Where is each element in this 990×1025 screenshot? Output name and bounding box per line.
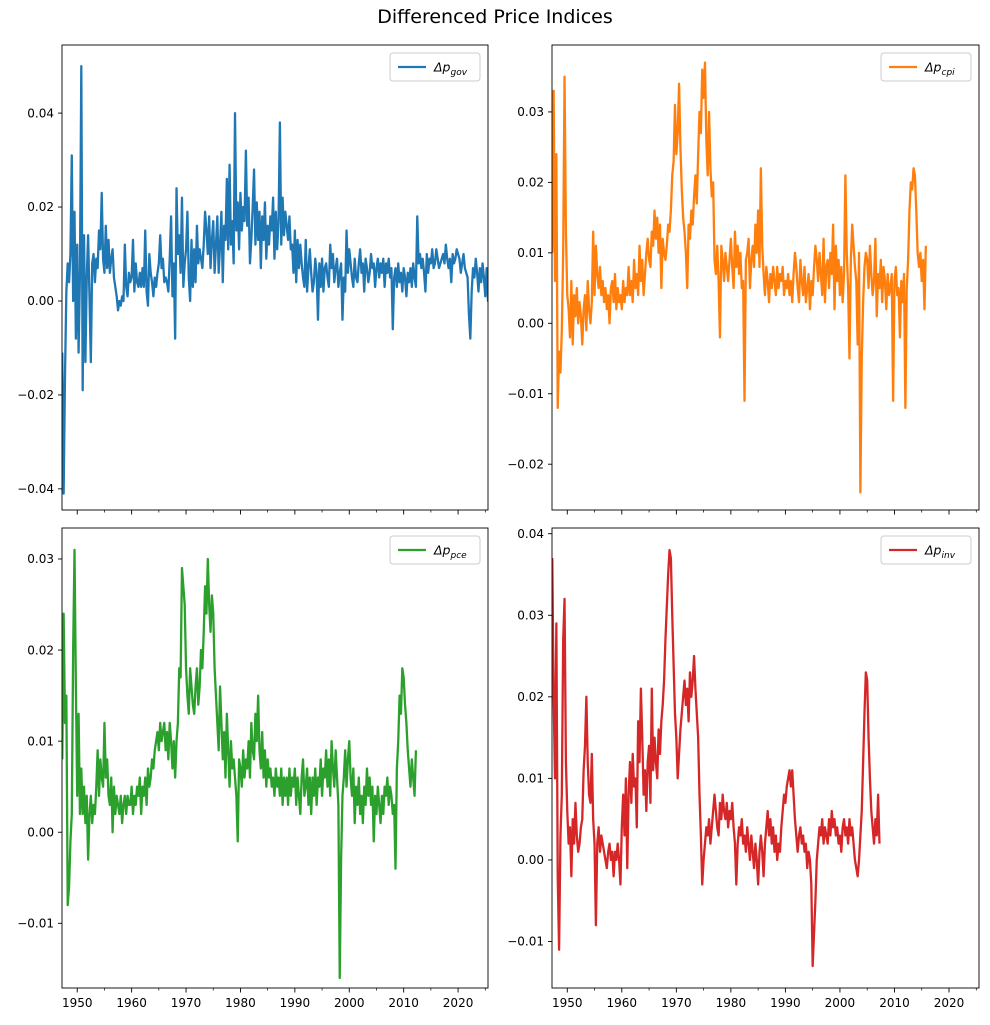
x-tick-label: 2000	[825, 996, 856, 1010]
legend-label: Δpinv	[924, 543, 956, 562]
y-tick-label: −0.04	[17, 482, 54, 496]
subplot-bottom-left: −0.01 0.00 0.01 0.02 0.03 1950 1960 1970 1980 199…	[17, 527, 489, 1010]
y-tick-label: 0.04	[517, 527, 544, 541]
legend-label: Δppce	[433, 543, 467, 562]
axes-frame	[61, 44, 489, 511]
x-tick-label: 1950	[552, 996, 583, 1010]
series-line-pce-0	[62, 548, 418, 980]
legend: Δpinv	[880, 535, 972, 565]
x-tick-label: 1980	[225, 996, 256, 1010]
y-tick-label: 0.01	[27, 734, 54, 748]
figure-title: Differenced Price Indices	[377, 6, 613, 28]
y-tick-label: 0.01	[517, 246, 544, 260]
x-tick-label: 1960	[116, 996, 147, 1010]
y-tick-label: −0.01	[507, 387, 544, 401]
y-tick-label: 0.01	[517, 772, 544, 786]
y-tick-label: 0.02	[27, 643, 54, 657]
subplot-bottom-right: −0.01 0.00 0.01 0.02 0.03 0.04 1950 1960 1970 198…	[507, 527, 980, 1010]
legend: Δppce	[389, 535, 481, 565]
x-tick-label: 2020	[443, 996, 474, 1010]
x-tick-label: 1990	[280, 996, 311, 1010]
legend-box	[880, 52, 972, 82]
x-tick-label: 1970	[661, 996, 692, 1010]
x-tick-label: 2010	[388, 996, 419, 1010]
legend-box	[389, 52, 481, 82]
subplot-top-right: −0.02 −0.01 0.00 0.01 0.02 0.03 Δpcpi	[507, 44, 980, 515]
x-tick-label: 1960	[607, 996, 638, 1010]
series-line-inv-0	[552, 548, 881, 968]
x-tick-label: 2000	[334, 996, 365, 1010]
legend-box	[880, 535, 972, 565]
x-tick-label: 2020	[934, 996, 965, 1010]
y-tick-label: 0.03	[517, 608, 544, 622]
x-tick-label: 2010	[879, 996, 910, 1010]
legend: Δpgov	[389, 52, 481, 82]
y-tick-label: 0.00	[517, 853, 544, 867]
axes-frame	[551, 527, 980, 989]
y-tick-label: −0.02	[507, 457, 544, 471]
x-tick-label: 1970	[171, 996, 202, 1010]
y-tick-label: 0.00	[517, 316, 544, 330]
legend: Δpcpi	[880, 52, 972, 82]
y-tick-label: 0.02	[27, 200, 54, 214]
legend-box	[389, 535, 481, 565]
x-tick-label: 1950	[62, 996, 93, 1010]
x-tick-label: 1980	[716, 996, 747, 1010]
y-tick-label: −0.01	[507, 935, 544, 949]
subplot-top-left: −0.04 −0.02 0.00 0.02 0.04 Δpgov	[17, 44, 489, 515]
legend-label: Δpcpi	[924, 60, 955, 79]
y-tick-label: −0.01	[17, 917, 54, 931]
axes-frame	[61, 527, 489, 989]
series-line-gov-0	[62, 64, 488, 495]
y-tick-label: 0.00	[27, 294, 54, 308]
series-line-cpi-0	[552, 61, 927, 494]
legend-label: Δpgov	[433, 60, 468, 79]
y-tick-label: 0.00	[27, 825, 54, 839]
y-tick-label: 0.03	[27, 552, 54, 566]
y-tick-label: −0.02	[17, 388, 54, 402]
y-tick-label: 0.02	[517, 690, 544, 704]
y-tick-label: 0.04	[27, 106, 54, 120]
x-tick-label: 1990	[770, 996, 801, 1010]
y-tick-label: 0.03	[517, 105, 544, 119]
axes-frame	[551, 44, 980, 511]
y-tick-label: 0.02	[517, 176, 544, 190]
